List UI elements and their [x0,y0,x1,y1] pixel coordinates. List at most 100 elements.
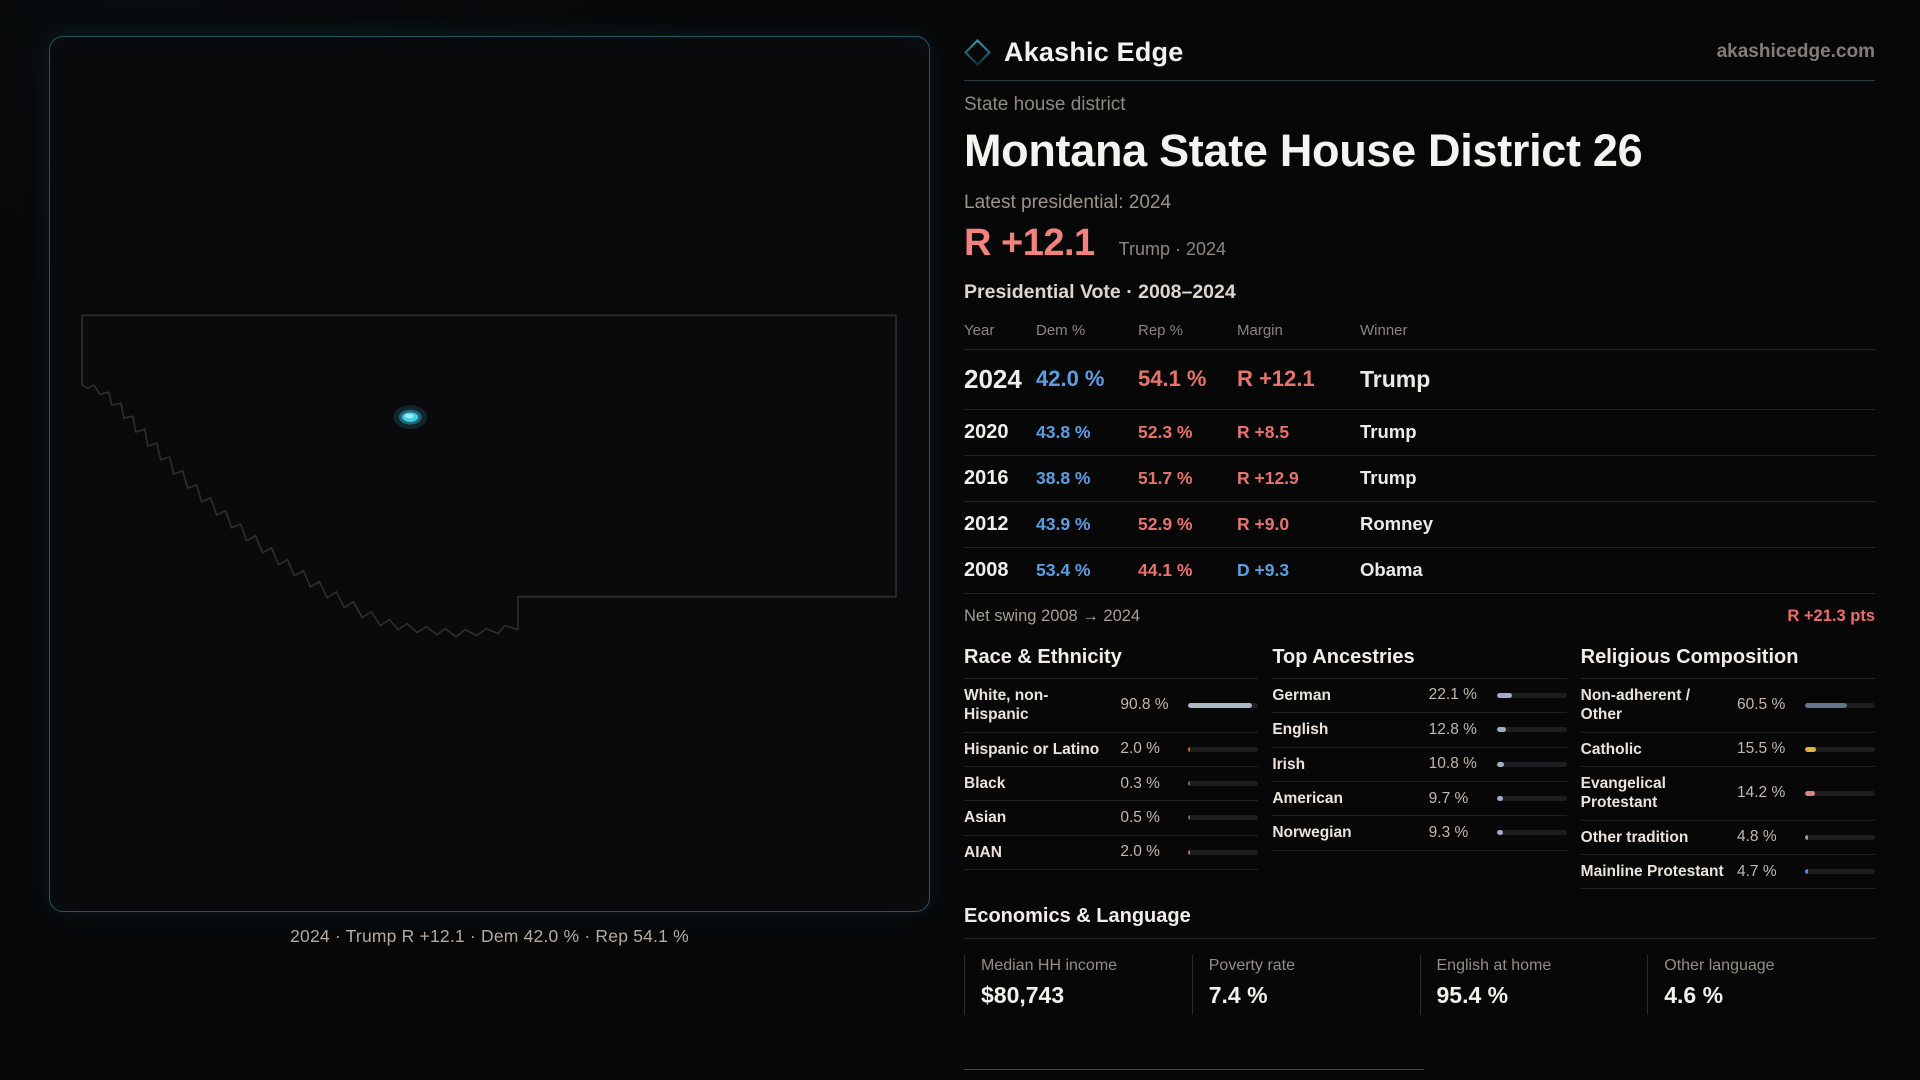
demo-label: Black [964,774,1006,792]
montana-map [81,314,897,638]
demo-value: 2.0 % [1120,843,1160,861]
demo-bar [1805,834,1875,840]
footer-divider [964,1069,1424,1071]
col-rep: Rep % [1138,321,1184,339]
demo-bar [1188,702,1259,708]
vote-table-title: Presidential Vote · 2008–2024 [964,280,1236,303]
demo-label: Asian [964,809,1007,827]
col-margin: Margin [1237,321,1283,339]
vote-row-2024: 2024 42.0 % 54.1 % R +12.1 Trump [964,350,1875,410]
demo-row: Catholic 15.5 % [1580,733,1875,767]
demo-value: 12.8 % [1428,720,1477,738]
stat-value: 4.6 % [1664,982,1724,1009]
demo-bar [1188,849,1259,855]
demographics-grid: Race & Ethnicity White, non-Hispanic 90.8… [964,646,1875,890]
year-cell: 2008 [964,558,1009,581]
demo-row: American 9.7 % [1272,782,1567,817]
col-year: Year [964,321,995,339]
margin-cell: R +9.0 [1237,513,1290,534]
demo-bar [1188,746,1259,752]
section-title: Religious Composition [1580,646,1875,679]
demo-value: 10.8 % [1428,755,1477,773]
vote-row-2016: 2016 38.8 % 51.7 % R +12.9 Trump [964,456,1875,502]
section-title: Economics & Language [964,905,1875,940]
demo-value: 0.5 % [1120,808,1160,826]
demo-label: Catholic [1580,740,1642,758]
dem-cell: 53.4 % [1036,559,1091,580]
stat-value: $80,743 [981,982,1065,1009]
demo-bar [1805,702,1875,708]
demo-row: Norwegian 9.3 % [1272,816,1567,851]
vote-row-2012: 2012 43.9 % 52.9 % R +9.0 Romney [964,502,1875,548]
stat-median-hh-income: Median HH income $80,743 [964,955,1192,1016]
stat-label: Median HH income [981,957,1118,975]
winner-cell: Trump [1360,421,1417,443]
demo-value: 4.8 % [1737,828,1777,846]
rep-cell: 54.1 % [1138,366,1207,392]
col-dem: Dem % [1036,321,1086,339]
stat-value: 7.4 % [1208,982,1268,1009]
rep-cell: 51.7 % [1138,467,1193,488]
demo-value: 60.5 % [1737,696,1786,714]
stat-english-at-home: English at home 95.4 % [1419,955,1648,1016]
demo-row: Black 0.3 % [964,767,1259,802]
vote-row-2020: 2020 43.8 % 52.3 % R +8.5 Trump [964,410,1875,456]
header-divider [964,80,1875,81]
rep-cell: 44.1 % [1138,559,1193,580]
demo-row: German 22.1 % [1272,679,1567,714]
demo-value: 22.1 % [1428,686,1477,704]
presidential-vote-table: Year Dem % Rep % Margin Winner 2024 42.0 … [964,316,1875,594]
page-title: Montana State House District 26 [964,125,1643,176]
district-marker [393,405,428,430]
demo-row: AIAN 2.0 % [964,836,1259,870]
rep-cell: 52.9 % [1138,513,1193,534]
demo-bar [1805,746,1875,752]
stat-label: Other language [1664,957,1775,975]
headline-margin-sub: Trump · 2024 [1118,238,1227,259]
year-cell: 2020 [964,420,1009,443]
col-winner: Winner [1360,321,1408,339]
demo-label: White, non-Hispanic [964,686,1049,724]
demo-bar [1496,796,1567,802]
demo-value: 4.7 % [1737,862,1777,880]
stat-other-language: Other language 4.6 % [1647,955,1875,1016]
demo-label: Non-adherent / Other [1580,686,1691,724]
rep-cell: 52.3 % [1138,421,1193,442]
latest-presidential-label: Latest presidential: 2024 [964,191,1172,213]
brand-name: Akashic Edge [1004,36,1184,67]
demo-label: American [1272,789,1343,807]
stat-label: English at home [1436,957,1552,975]
demo-label: Other tradition [1580,828,1689,846]
demo-row: Non-adherent / Other 60.5 % [1580,679,1875,733]
section-religious-composition: Religious Composition Non-adherent / Oth… [1580,646,1875,890]
brand: Akashic Edge [964,37,1183,68]
net-swing-value: R +21.3 pts [1787,606,1875,625]
race-ethnicity-rows: White, non-Hispanic 90.8 % Hispanic or Lat… [964,679,1259,870]
year-cell: 2016 [964,466,1009,489]
district-kicker: State house district [964,94,1126,115]
demo-row: English 12.8 % [1272,713,1567,748]
demo-label: Evangelical Protestant [1580,774,1666,812]
year-cell: 2024 [964,363,1022,394]
net-swing-label: Net swing 2008 → 2024 [964,606,1141,625]
demo-value: 0.3 % [1120,774,1160,792]
demo-bar [1805,790,1875,796]
year-cell: 2012 [964,512,1009,535]
demo-row: Irish 10.8 % [1272,748,1567,782]
site-domain: akashicedge.com [1716,41,1875,62]
headline-margin-line: R +12.1 Trump · 2024 [964,222,1875,265]
content-column: Akashic Edge akashicedge.com State house… [964,30,1875,1080]
section-title: Top Ancestries [1272,646,1567,679]
demo-value: 15.5 % [1737,740,1786,758]
page-footer: Sources: Akashic Edge elections database… [964,1069,1875,1080]
winner-cell: Trump [1360,365,1431,392]
top-ancestries-rows: German 22.1 % English 12.8 % Irish 10.8 % Amer… [1272,679,1567,851]
page-header: Akashic Edge akashicedge.com [964,30,1875,74]
diamond-logo-icon [964,38,991,66]
demo-label: AIAN [964,843,1002,861]
demo-value: 9.3 % [1428,823,1469,841]
margin-cell: D +9.3 [1237,559,1290,580]
dem-cell: 42.0 % [1036,366,1105,392]
dem-cell: 38.8 % [1036,467,1091,488]
demo-bar [1188,815,1259,821]
